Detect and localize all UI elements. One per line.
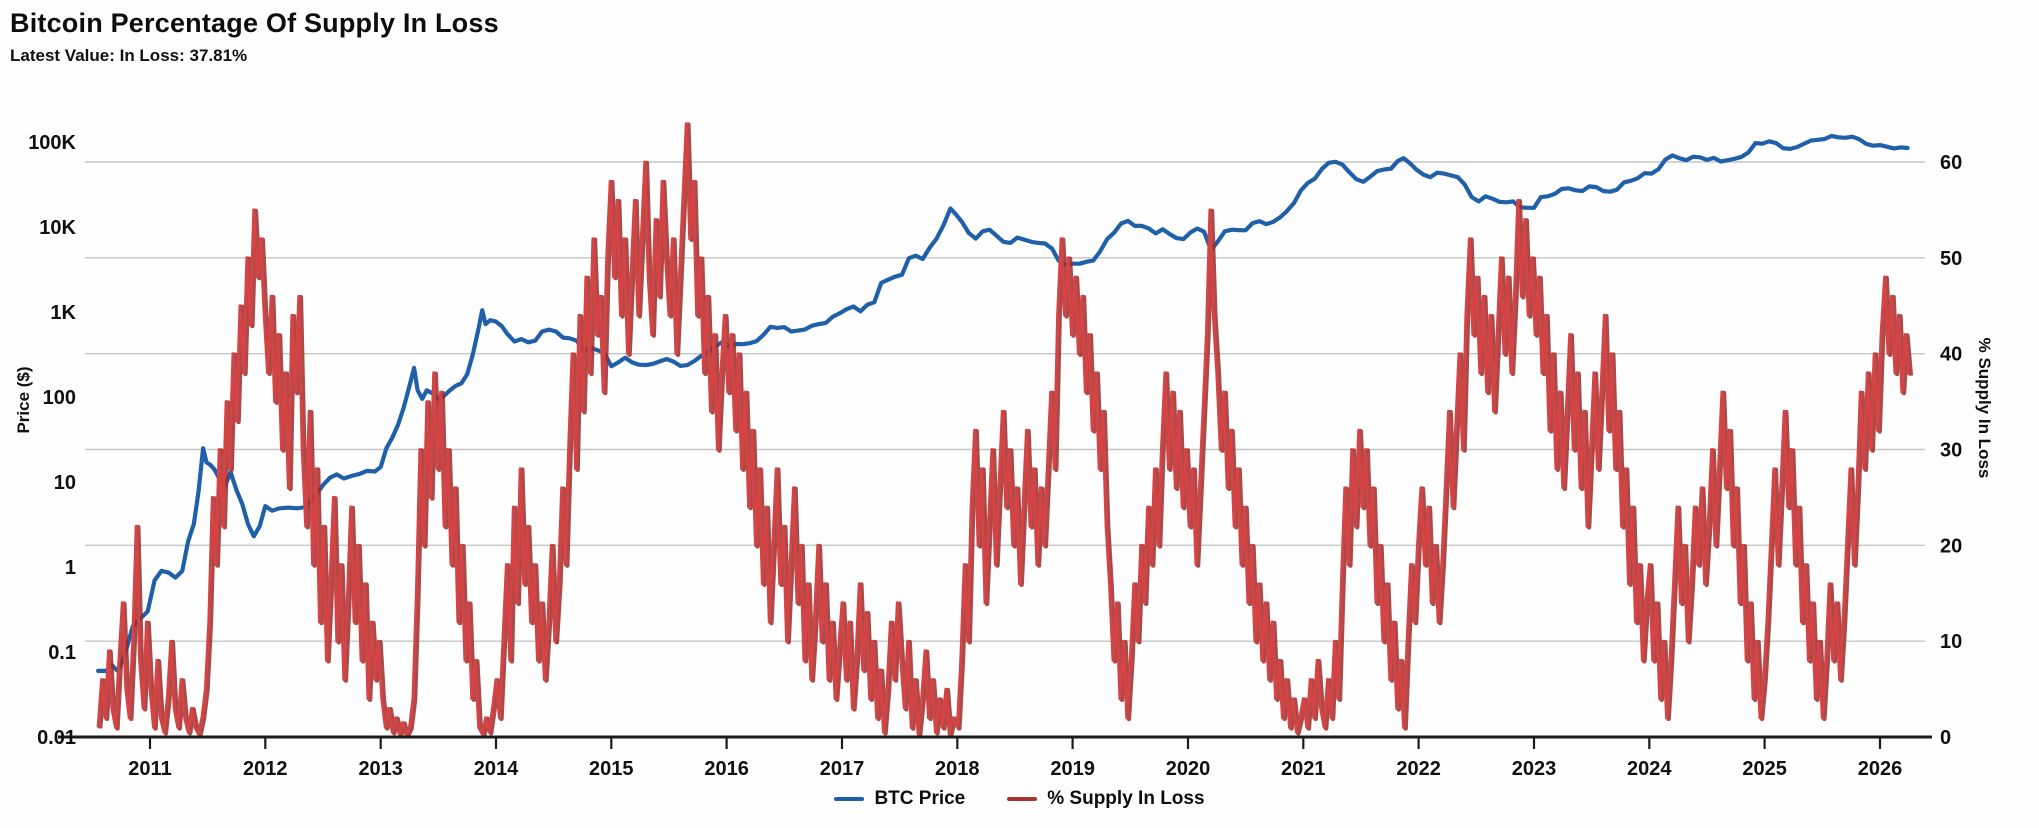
latest-value-subtitle: Latest Value: In Loss: 37.81% (10, 46, 248, 65)
btc-price-line (95, 133, 1910, 674)
left-tick-label: 10 (54, 472, 76, 494)
x-tick-label: 2022 (1396, 758, 1441, 780)
right-tick-label: 0 (1940, 727, 1951, 749)
x-tick-label: 2020 (1166, 758, 1211, 780)
right-tick-label: 20 (1940, 535, 1962, 557)
legend-item: % Supply In Loss (1007, 788, 1205, 810)
x-tick-label: 2019 (1050, 758, 1095, 780)
x-tick-label: 2025 (1742, 758, 1787, 780)
left-axis-title: Price ($) (14, 366, 33, 434)
chart-title: Bitcoin Percentage Of Supply In Loss (10, 8, 499, 38)
x-tick-label: 2024 (1627, 758, 1672, 780)
left-tick-label: 100 (43, 387, 76, 409)
right-axis-title: % Supply In Loss (1975, 337, 1994, 479)
x-tick-label: 2018 (935, 758, 980, 780)
x-tick-label: 2014 (474, 758, 519, 780)
left-tick-label: 10K (39, 217, 76, 239)
chart-legend: BTC Price % Supply In Loss (0, 788, 2039, 810)
legend-swatch (1007, 797, 1038, 801)
legend-label: BTC Price (874, 788, 966, 809)
legend-swatch (834, 797, 865, 801)
supply-in-loss-line (96, 122, 1911, 737)
x-tick-label: 2011 (128, 758, 171, 780)
left-tick-label: 1 (65, 557, 76, 579)
left-tick-label: 100K (28, 132, 76, 154)
right-tick-label: 50 (1940, 248, 1962, 270)
x-tick-label: 2012 (243, 758, 288, 780)
x-tick-label: 2013 (358, 758, 403, 780)
x-tick-label: 2016 (704, 758, 749, 780)
right-tick-label: 60 (1940, 152, 1962, 174)
x-tick-label: 2015 (589, 758, 634, 780)
legend-item: BTC Price (834, 788, 965, 810)
x-tick-label: 2026 (1858, 758, 1903, 780)
x-tick-label: 2017 (820, 758, 865, 780)
right-tick-label: 30 (1940, 440, 1962, 462)
left-tick-label: 0.1 (48, 642, 76, 664)
x-tick-label: 2021 (1281, 758, 1326, 780)
left-tick-label: 1K (50, 302, 76, 324)
legend-label: % Supply In Loss (1047, 788, 1205, 809)
right-tick-label: 10 (1940, 631, 1962, 653)
left-tick-label: 0.01 (37, 727, 76, 749)
x-tick-label: 2023 (1512, 758, 1557, 780)
right-tick-label: 40 (1940, 344, 1962, 366)
